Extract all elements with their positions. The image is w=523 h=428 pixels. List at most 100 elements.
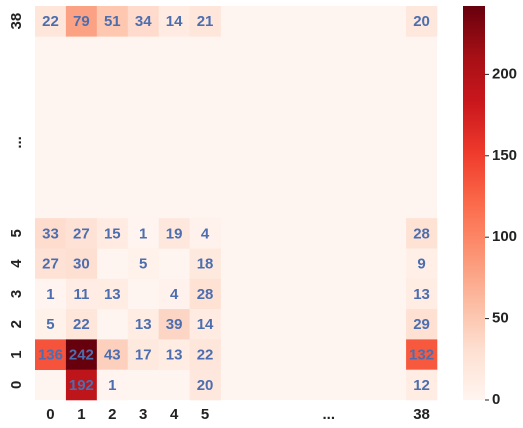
heat-cell	[158, 6, 190, 37]
cell-label: 22	[42, 13, 59, 30]
cell-label: 20	[413, 13, 430, 30]
heat-cell	[189, 369, 221, 401]
heat-cell	[189, 339, 221, 370]
heat-cell	[158, 309, 190, 340]
colorbar-tick-label: 150	[492, 147, 517, 164]
colorbar-tick-label: 0	[492, 391, 500, 408]
heat-cell	[406, 248, 438, 280]
cell-label: 4	[170, 286, 179, 303]
heat-cell	[127, 309, 159, 340]
heat-cell	[127, 218, 159, 249]
heat-cell	[35, 309, 67, 340]
heat-cell	[65, 339, 98, 370]
x-tick-label: 3	[139, 406, 147, 423]
heat-cell	[65, 278, 98, 310]
cell-label: 13	[104, 286, 121, 303]
y-tick-label: 0	[8, 381, 25, 389]
cell-label: 13	[166, 347, 183, 364]
cell-label: 28	[413, 225, 430, 242]
heat-cell	[65, 369, 98, 401]
cell-label: 5	[139, 256, 147, 273]
heat-cell	[65, 218, 98, 249]
y-tick-label: 38	[8, 13, 25, 30]
heat-cell	[35, 278, 67, 310]
heat-cell	[35, 339, 67, 370]
heat-cell	[406, 6, 438, 37]
cell-label: 13	[413, 286, 430, 303]
cell-label: 27	[42, 256, 59, 273]
cell-label: 51	[104, 13, 121, 30]
heat-cell	[189, 309, 221, 340]
cell-label: 1	[46, 286, 54, 303]
x-tick-label: 5	[201, 406, 209, 423]
y-tick-label: ...	[8, 136, 25, 149]
cell-label: 14	[197, 316, 214, 333]
cell-label: 13	[135, 316, 152, 333]
x-tick-label: ...	[323, 406, 336, 423]
heat-cell	[189, 218, 221, 249]
heat-cell	[189, 248, 221, 280]
heat-cell	[189, 6, 221, 37]
cell-label: 9	[417, 256, 425, 273]
cell-label: 33	[42, 225, 59, 242]
heat-cell	[127, 6, 159, 37]
heat-cell	[96, 369, 129, 401]
cell-label: 19	[166, 225, 183, 242]
cell-label: 22	[73, 316, 90, 333]
cell-label: 43	[104, 347, 121, 364]
heat-cell	[65, 248, 98, 280]
cell-label: 20	[197, 377, 214, 394]
cell-label: 27	[73, 225, 90, 242]
cell-label: 5	[46, 316, 54, 333]
cell-label: 15	[104, 225, 121, 242]
cell-label: 34	[135, 13, 152, 30]
heat-cell	[127, 248, 159, 280]
heat-cell	[406, 278, 438, 310]
heat-cell	[158, 218, 190, 249]
heat-cell	[96, 278, 129, 310]
y-tick-label: 3	[8, 290, 25, 298]
cell-label: 30	[73, 256, 90, 273]
cell-label: 39	[166, 316, 183, 333]
cell-label: 1	[139, 225, 147, 242]
cell-label: 18	[197, 256, 214, 273]
heat-cell	[65, 309, 98, 340]
cell-label: 21	[197, 13, 214, 30]
x-tick-label: 4	[170, 406, 179, 423]
cell-label: 28	[197, 286, 214, 303]
heat-cell	[35, 6, 67, 37]
colorbar	[463, 6, 485, 400]
heat-cell	[406, 309, 438, 340]
y-tick-label: 4	[8, 259, 25, 268]
cell-label: 192	[69, 377, 94, 394]
cell-label: 1	[108, 377, 116, 394]
cell-label: 132	[409, 347, 434, 364]
cell-label: 4	[201, 225, 210, 242]
x-tick-label: 1	[77, 406, 85, 423]
heat-cell	[96, 339, 129, 370]
cell-label: 11	[73, 286, 89, 303]
heat-cell	[127, 339, 159, 370]
x-tick-label: 38	[413, 406, 430, 423]
y-tick-label: 2	[8, 320, 25, 328]
colorbar-tick-label: 50	[492, 310, 509, 327]
heat-cell	[35, 248, 67, 280]
colorbar-tick-label: 100	[492, 228, 517, 245]
y-tick-label: 1	[8, 350, 25, 358]
heat-cell	[189, 278, 221, 310]
cell-label: 22	[197, 347, 214, 364]
heat-cell	[96, 218, 129, 249]
heat-cell	[158, 278, 190, 310]
cell-label: 242	[69, 347, 94, 364]
y-tick-label: 5	[8, 229, 25, 237]
colorbar-tick-label: 200	[492, 65, 517, 82]
cell-label: 29	[413, 316, 430, 333]
x-tick-label: 2	[108, 406, 116, 423]
cell-label: 12	[413, 377, 430, 394]
plot-background	[35, 6, 437, 400]
x-tick-label: 0	[46, 406, 54, 423]
cell-label: 79	[73, 13, 90, 30]
cell-label: 14	[166, 13, 183, 30]
heat-cell	[65, 6, 98, 37]
heat-cell	[406, 369, 438, 401]
